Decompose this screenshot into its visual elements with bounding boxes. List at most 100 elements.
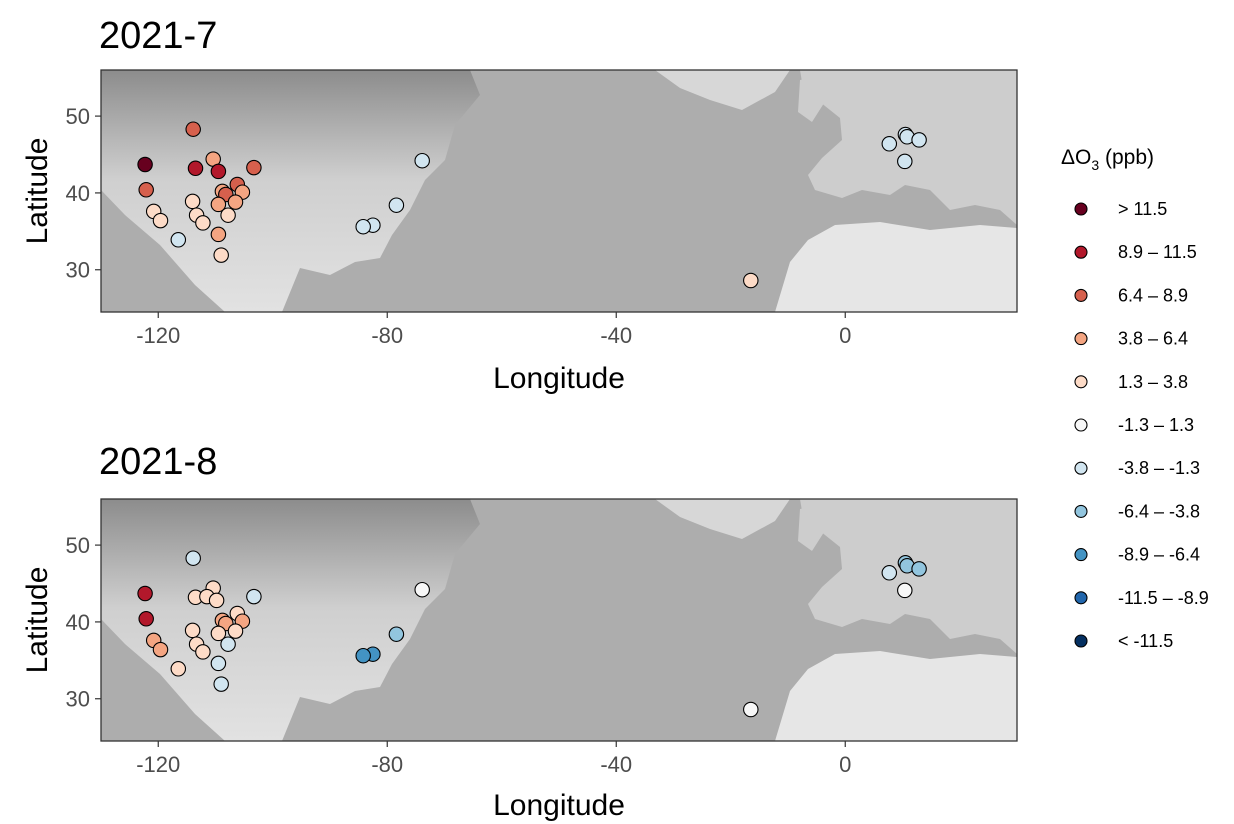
station-point: [355, 218, 371, 235]
legend-label: > 11.5: [1118, 199, 1167, 219]
station-point: [184, 622, 201, 639]
station-point: [138, 611, 154, 627]
legend-title-suffix: (ppb): [1099, 146, 1154, 169]
station-point: [743, 701, 759, 718]
legend-item: > 11.5: [1074, 199, 1167, 219]
legend-item: -3.8 – -1.3: [1074, 458, 1200, 478]
station-point: [185, 121, 201, 137]
legend-items: > 11.5 8.9 – 11.5 6.4 – 8.9 3.8 – 6.4 1.3 – …: [1074, 199, 1209, 651]
legend-label: -11.5 – -8.9: [1118, 588, 1209, 608]
legend-label: -3.8 – -1.3: [1118, 458, 1200, 478]
x-tick-label: -120: [136, 752, 180, 777]
station-point: [897, 582, 913, 599]
legend-title-subscript: 3: [1091, 157, 1099, 173]
markers: [137, 121, 927, 289]
station-point: [152, 212, 169, 229]
panel-title: 2021-7: [99, 15, 217, 57]
station-point: [246, 159, 262, 176]
station-point: [210, 226, 227, 243]
land-europe: [800, 499, 1017, 654]
legend-item: 8.9 – 11.5: [1074, 242, 1197, 262]
x-axis-title: Longitude: [493, 362, 625, 395]
legend-swatch: [1074, 288, 1088, 302]
station-point: [210, 625, 227, 642]
plot-frame: [100, 498, 1018, 742]
panel-2021-8: 2021-8 -120 -80 -40 0 30 40 50 Longitude Latit…: [21, 441, 1018, 822]
panel-title: 2021-8: [99, 441, 217, 483]
x-tick-label: -40: [600, 323, 632, 348]
x-tick-label: -40: [600, 752, 632, 777]
panel-2021-7: 2021-7 -120 -80 -40 0 30 40 50 Longitude Latit…: [21, 15, 1018, 395]
legend-item: -8.9 – -6.4: [1074, 545, 1200, 565]
station-point: [187, 160, 204, 177]
x-tick-label: -80: [371, 323, 403, 348]
land-europe: [800, 70, 1017, 225]
station-point: [355, 647, 371, 664]
legend-swatch: [1074, 634, 1088, 648]
x-tick-label: 0: [839, 752, 851, 777]
station-point: [152, 641, 169, 658]
legend-label: -1.3 – 1.3: [1118, 415, 1194, 435]
station-point: [220, 207, 236, 223]
station-point: [881, 136, 898, 152]
legend-title: ΔO3 (ppb): [1061, 146, 1154, 173]
y-tick-label: 30: [66, 258, 90, 283]
station-point: [220, 636, 236, 652]
station-point: [195, 215, 211, 231]
station-point: [388, 626, 405, 642]
plot-frame: [100, 69, 1018, 313]
station-point: [137, 585, 153, 602]
land-british-isles: [798, 505, 826, 551]
legend-item: 1.3 – 3.8: [1074, 372, 1188, 392]
station-point: [414, 581, 430, 598]
legend-item: -6.4 – -3.8: [1074, 501, 1200, 521]
legend-item: -11.5 – -8.9: [1074, 588, 1209, 608]
legend-swatch: [1074, 461, 1088, 475]
legend-swatch: [1074, 332, 1088, 346]
station-point: [137, 156, 153, 173]
markers: [137, 550, 927, 718]
legend-swatch: [1074, 548, 1088, 562]
station-point: [743, 272, 759, 289]
station-point: [210, 655, 227, 672]
y-axis-title: Latitude: [21, 567, 54, 674]
y-tick-label: 50: [66, 533, 90, 558]
axis-ticks: -120 -80 -40 0 30 40 50: [66, 533, 852, 777]
legend-swatch: [1074, 591, 1088, 605]
station-point: [213, 676, 229, 692]
basemap: [101, 499, 1017, 741]
y-tick-label: 30: [66, 687, 90, 712]
legend-item: 3.8 – 6.4: [1074, 329, 1188, 349]
x-tick-label: -80: [371, 752, 403, 777]
station-point: [881, 565, 898, 581]
legend-label: 6.4 – 8.9: [1118, 285, 1188, 305]
legend-label: 1.3 – 3.8: [1118, 372, 1188, 392]
station-point: [195, 644, 211, 660]
land-greenland: [655, 499, 790, 539]
y-tick-label: 40: [66, 181, 90, 206]
legend-swatch: [1074, 504, 1088, 518]
legend-swatch: [1074, 418, 1088, 432]
y-tick-label: 50: [66, 104, 90, 129]
legend-title-prefix: ΔO: [1061, 146, 1091, 169]
axis-ticks: -120 -80 -40 0 30 40 50: [66, 104, 852, 348]
land-africa: [775, 222, 1017, 312]
station-point: [208, 592, 225, 609]
station-point: [388, 197, 405, 213]
station-point: [246, 588, 262, 605]
legend-label: -8.9 – -6.4: [1118, 545, 1200, 565]
x-tick-label: 0: [839, 323, 851, 348]
legend-swatch: [1074, 245, 1088, 259]
station-point: [911, 132, 927, 148]
y-tick-label: 40: [66, 610, 90, 635]
station-point: [185, 550, 201, 566]
station-point: [911, 561, 927, 577]
station-point: [170, 661, 187, 677]
station-point: [414, 152, 430, 169]
legend-item: 6.4 – 8.9: [1074, 285, 1188, 305]
land-greenland: [655, 70, 790, 110]
x-axis-title: Longitude: [493, 789, 625, 822]
station-point: [227, 623, 244, 639]
station-point: [897, 153, 913, 170]
